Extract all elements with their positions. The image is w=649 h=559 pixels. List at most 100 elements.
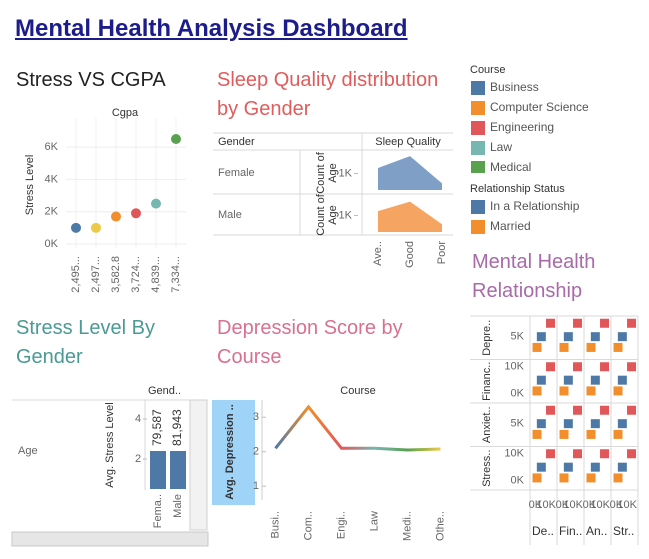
point — [559, 429, 569, 439]
legend-swatch — [471, 81, 485, 95]
point — [532, 473, 542, 483]
point — [627, 405, 637, 415]
x-tick-label: Othe.. — [434, 511, 446, 541]
column-label: An.. — [586, 524, 607, 538]
x-tick-label: 3,582.8 — [110, 256, 122, 293]
y-tick-label: 6K — [45, 141, 59, 153]
x-tick-label: Male — [172, 494, 184, 518]
point — [617, 332, 627, 342]
x-tick-label: 4,839... — [150, 256, 162, 293]
chart-title: Stress VS CGPA — [16, 69, 166, 91]
y-tick-label: 2 — [135, 453, 141, 465]
y-tick-label: 10K — [504, 361, 524, 373]
point — [590, 375, 600, 385]
y-axis-title: Stress Level — [24, 155, 36, 216]
legend-label: Business — [490, 80, 539, 94]
point — [151, 198, 161, 209]
point — [536, 332, 546, 342]
legend-swatch — [471, 121, 485, 135]
point — [613, 386, 623, 396]
bar — [150, 451, 166, 489]
legend-label: Engineering — [490, 120, 554, 134]
point — [171, 134, 181, 144]
x-axis-title: Course — [340, 385, 375, 397]
point — [600, 318, 610, 328]
point — [617, 419, 627, 429]
y-tick-label: 10K — [504, 448, 524, 460]
x-tick-label: 0K — [610, 499, 624, 511]
point — [573, 405, 583, 415]
point — [532, 386, 542, 396]
point — [91, 222, 101, 233]
x-tick-label: 3,724... — [130, 256, 142, 293]
point — [600, 405, 610, 415]
x-axis-title: Cgpa — [112, 107, 139, 119]
y-tick-label: 0K — [45, 238, 59, 250]
x-tick-label: 2,497... — [90, 256, 102, 293]
point — [559, 342, 569, 352]
column-header: Gend.. — [148, 385, 181, 397]
chart-title: Depression Score by Course — [217, 317, 403, 368]
point — [563, 375, 573, 385]
y-tick-label: 5K — [511, 418, 525, 430]
row-label: Age — [18, 445, 38, 457]
x-tick-label: Engi.. — [335, 511, 347, 539]
y-tick-label: 0K — [511, 388, 525, 400]
row-label: Financ.. — [481, 362, 493, 401]
point — [563, 332, 573, 342]
chart-title: Sleep Quality distribution by Gender — [217, 69, 439, 120]
column-header: Sleep Quality — [375, 136, 441, 148]
legend-swatch — [471, 200, 485, 214]
y-tick-label: 2K — [45, 206, 59, 218]
bar-label: 81,943 — [170, 409, 184, 446]
legend-swatch — [471, 161, 485, 173]
point — [573, 362, 583, 372]
scrollbar[interactable] — [189, 399, 208, 531]
point — [613, 429, 623, 439]
point — [627, 318, 637, 328]
y-tick-label: 4 — [135, 413, 141, 425]
x-tick-label: Busi.. — [269, 511, 281, 539]
point — [536, 462, 546, 472]
y-tick-label: 4K — [45, 173, 59, 185]
point — [613, 342, 623, 352]
point — [600, 449, 610, 459]
x-tick-label: Good — [404, 241, 416, 268]
column-label: Fin.. — [559, 524, 582, 538]
row-label: Stress.. — [481, 450, 493, 487]
area — [378, 156, 442, 190]
x-tick-label: 0K — [556, 499, 570, 511]
x-tick-label: 7,334... — [170, 256, 182, 293]
point — [546, 449, 556, 459]
y-tick-label: 1K — [339, 209, 353, 221]
point — [71, 222, 81, 233]
point — [546, 318, 556, 328]
legend: Course Business Computer Science Engineerin… — [470, 64, 589, 174]
y-axis-title: Avg. Stress Level — [104, 402, 116, 487]
y-axis-title: Count of Age — [315, 152, 339, 194]
row-label: Anxiet.. — [481, 406, 493, 443]
row-label: Depre.. — [481, 320, 493, 356]
point — [617, 462, 627, 472]
x-tick-label: Law — [368, 511, 380, 531]
point — [573, 449, 583, 459]
x-tick-label: 0K — [583, 499, 597, 511]
column-label: Str.. — [613, 524, 634, 538]
scrollbar[interactable] — [11, 531, 209, 547]
legend-label: In a Relationship — [490, 199, 580, 213]
y-tick-label: 1K — [339, 167, 353, 179]
point — [627, 362, 637, 372]
legend-swatch — [471, 220, 485, 234]
point — [590, 462, 600, 472]
point — [586, 473, 596, 483]
point — [586, 386, 596, 396]
x-tick-label: 2,495... — [70, 256, 82, 293]
x-tick-label: Com.. — [302, 511, 314, 540]
point — [573, 318, 583, 328]
legend-label: Medical — [490, 160, 531, 174]
point — [536, 419, 546, 429]
x-tick-label: 0K — [529, 499, 543, 511]
point — [586, 429, 596, 439]
